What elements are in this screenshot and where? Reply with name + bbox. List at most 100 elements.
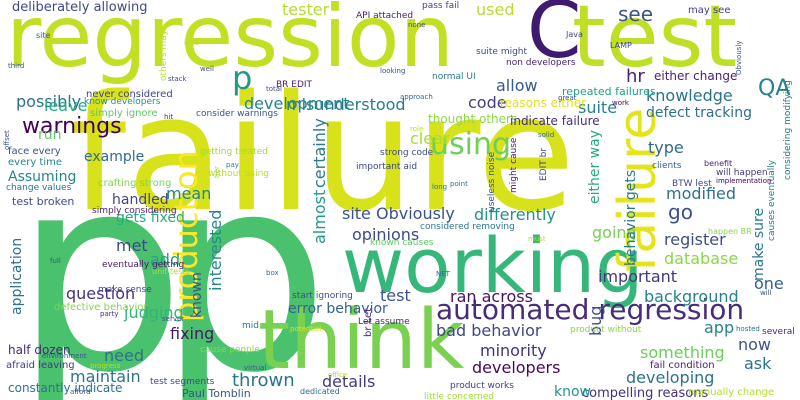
cloud-word: database <box>664 249 739 268</box>
cloud-word: maintain <box>70 367 141 386</box>
cloud-word: causes eventually <box>767 159 777 241</box>
cloud-word: idea <box>184 39 199 47</box>
cloud-word: hit <box>164 113 174 121</box>
cloud-word: leave <box>44 96 88 115</box>
cloud-word: Obviously <box>735 40 743 76</box>
cloud-word: suite might <box>476 47 528 57</box>
cloud-word: judging <box>124 303 184 322</box>
cloud-word: long <box>432 183 448 191</box>
cloud-word: without using <box>208 169 270 179</box>
cloud-word: handled <box>112 192 169 208</box>
cloud-word: br Let <box>363 307 374 337</box>
cloud-word: opinions <box>352 225 420 244</box>
cloud-word: office <box>328 371 348 379</box>
cloud-word: indicate failure <box>510 114 600 128</box>
cloud-word: others may <box>159 29 169 81</box>
cloud-word: pass fail <box>422 1 460 11</box>
cloud-word: know <box>554 384 591 400</box>
cloud-word: face every <box>8 146 61 157</box>
cloud-word: well <box>200 65 214 73</box>
cloud-word: manually change <box>688 387 775 398</box>
cloud-word: solid <box>538 131 555 139</box>
cloud-word: go <box>668 200 693 224</box>
cloud-word: normal UI <box>432 72 476 82</box>
cloud-word: cause people <box>200 345 260 355</box>
cloud-word: site Obviously <box>342 204 455 223</box>
cloud-word: developers <box>472 358 561 377</box>
cloud-word: know developers <box>84 97 161 107</box>
cloud-word: question <box>66 284 136 303</box>
cloud-word: development <box>244 94 350 113</box>
cloud-word: important <box>598 267 678 286</box>
cloud-word: register <box>664 230 726 249</box>
cloud-word: half dozen <box>8 343 71 357</box>
cloud-word: Let assume <box>358 317 410 327</box>
cloud-word: server <box>162 315 185 323</box>
cloud-word: make sense <box>98 285 152 295</box>
cloud-word: simply ignore <box>90 108 158 119</box>
cloud-word: considering modifying <box>783 80 793 180</box>
cloud-word: little concerned <box>424 392 495 400</box>
cloud-word: NET <box>436 270 450 278</box>
cloud-word: error behavior <box>288 301 388 317</box>
cloud-word: getting treated <box>200 147 268 157</box>
cloud-word: automated regression <box>436 293 745 326</box>
cloud-word: make sure <box>751 207 767 281</box>
cloud-word: misunderstood <box>286 95 406 114</box>
cloud-word: need <box>104 346 144 365</box>
cloud-word: unit tests <box>152 267 190 276</box>
cloud-word: none <box>408 21 426 29</box>
cloud-word: C <box>527 0 582 76</box>
cloud-word: role <box>410 125 424 133</box>
cloud-word: either way <box>587 130 603 204</box>
cloud-word: QA <box>758 76 791 101</box>
cloud-word: approach <box>400 93 433 101</box>
cloud-word: API attached <box>356 11 414 21</box>
cloud-word: modified <box>666 184 737 203</box>
cloud-word: several <box>762 327 795 337</box>
cloud-word: failure <box>70 60 576 247</box>
cloud-word: mid <box>242 321 259 331</box>
cloud-word: potential <box>290 325 322 333</box>
cloud-word: will <box>760 289 772 297</box>
cloud-word: interested <box>206 209 225 291</box>
cloud-word: eventually getting <box>102 260 185 270</box>
cloud-word: almost <box>310 189 329 244</box>
cloud-word: deliberately allowing <box>12 0 148 15</box>
cloud-word: defect tracking <box>646 105 752 121</box>
cloud-word: strong code <box>380 148 434 158</box>
cloud-word: knowledge <box>646 86 733 105</box>
cloud-word: consider warnings <box>196 109 278 119</box>
cloud-word: pay <box>226 161 239 169</box>
cloud-word: p <box>158 117 330 400</box>
cloud-word: EDIT br <box>539 147 549 181</box>
cloud-word: full <box>50 257 61 265</box>
cloud-word: possibly <box>16 92 82 111</box>
cloud-word: working <box>342 221 644 310</box>
cloud-word: site <box>36 31 51 40</box>
cloud-word: behavior gets <box>623 169 639 266</box>
cloud-word: Java <box>566 30 583 39</box>
cloud-word: work <box>612 99 629 107</box>
cloud-word: non developers <box>506 58 576 68</box>
cloud-word: LAMP <box>610 41 632 50</box>
cloud-word: test broken <box>12 195 75 208</box>
cloud-word: going <box>592 223 637 242</box>
cloud-word: thrown <box>232 370 295 391</box>
cloud-word: thought others <box>428 112 518 126</box>
cloud-word: add <box>150 250 181 269</box>
cloud-word: ran across <box>450 287 533 306</box>
cloud-word: point <box>450 180 468 188</box>
cloud-word: will happen <box>716 168 768 178</box>
cloud-word: hosted <box>736 325 760 333</box>
cloud-word: fail condition <box>650 360 715 371</box>
cloud-word: progress <box>90 362 121 370</box>
cloud-word: must <box>528 235 546 243</box>
cloud-word: benefit <box>704 159 733 168</box>
cloud-word: Paul Tomblin <box>182 387 251 400</box>
cloud-word: see <box>618 2 654 26</box>
cloud-word: BTW lest <box>672 179 712 189</box>
cloud-word: run <box>38 127 62 143</box>
cloud-word: known causes <box>370 238 434 248</box>
cloud-word: think <box>258 293 465 388</box>
